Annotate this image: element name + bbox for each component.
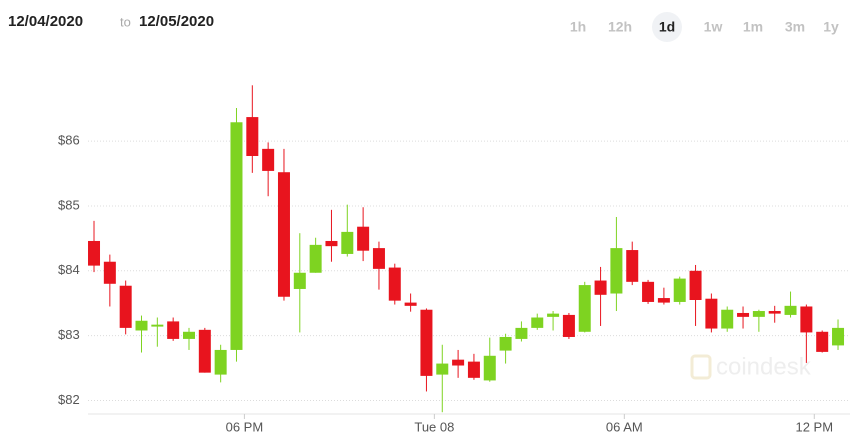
date-to: 12/05/2020: [139, 13, 214, 30]
y-tick-label: $82: [58, 392, 80, 407]
range-button[interactable]: 12h: [608, 19, 632, 35]
candle-body: [246, 117, 259, 156]
candle-body: [325, 240, 338, 247]
candle-body: [689, 270, 702, 300]
candle-body: [515, 327, 528, 339]
range-button[interactable]: 3m: [785, 19, 805, 35]
candle-body: [832, 327, 845, 346]
range-button[interactable]: 1w: [704, 19, 723, 35]
candle-body: [452, 359, 465, 366]
candle-body: [673, 278, 686, 302]
candle-body: [626, 250, 639, 282]
x-tick-label: 12 PM: [795, 419, 833, 434]
candle-body: [277, 172, 290, 297]
candle-body: [467, 361, 480, 378]
range-button-highlight: [652, 12, 682, 42]
candle-body: [293, 272, 306, 289]
date-from: 12/04/2020: [8, 13, 83, 30]
candle-body: [768, 311, 781, 314]
candle-body: [357, 226, 370, 251]
candle-body: [88, 240, 101, 266]
date-to-word: to: [120, 14, 131, 29]
x-tick-label: 06 PM: [226, 419, 264, 434]
watermark-logo: [690, 354, 712, 380]
candle-body: [436, 363, 449, 375]
candle-body: [562, 314, 575, 337]
candle-body: [705, 298, 718, 329]
candle-body: [230, 122, 243, 350]
candle-body: [642, 281, 655, 302]
candle-body: [198, 329, 211, 373]
candle-body: [578, 285, 591, 332]
candle-body: [483, 355, 496, 381]
candle-body: [341, 231, 354, 254]
candle-body: [309, 244, 322, 273]
candle-body: [119, 285, 132, 328]
range-button[interactable]: 1d: [659, 19, 675, 35]
candle-body: [657, 298, 670, 303]
range-button[interactable]: 1y: [823, 19, 839, 35]
candle-body: [737, 312, 750, 317]
candle-body: [499, 336, 512, 351]
candle-body: [547, 313, 560, 317]
x-tick-label: Tue 08: [414, 419, 454, 434]
candle-body: [182, 331, 195, 339]
candle-body: [752, 311, 765, 317]
candle-body: [594, 280, 607, 295]
candle-body: [214, 349, 227, 375]
candle-body: [103, 261, 116, 284]
candle-body: [167, 321, 180, 339]
y-tick-label: $83: [58, 327, 80, 342]
candle-body: [784, 305, 797, 315]
range-button[interactable]: 1h: [570, 19, 586, 35]
candle-body: [404, 302, 417, 306]
candle-body: [388, 267, 401, 301]
y-tick-label: $86: [58, 133, 80, 148]
candle-body: [372, 248, 385, 269]
x-tick-label: 06 AM: [606, 419, 643, 434]
candle-body: [151, 324, 164, 327]
candle-body: [262, 148, 275, 171]
candle-body: [610, 248, 623, 294]
candle-body: [420, 309, 433, 376]
y-tick-label: $85: [58, 197, 80, 212]
watermark: coindesk: [716, 353, 812, 380]
candle-body: [800, 306, 813, 333]
candle-body: [531, 317, 544, 328]
range-button[interactable]: 1m: [743, 19, 763, 35]
y-tick-label: $84: [58, 262, 80, 277]
candle-body: [721, 309, 734, 329]
candle-body: [135, 320, 148, 331]
candle-body: [816, 331, 829, 352]
